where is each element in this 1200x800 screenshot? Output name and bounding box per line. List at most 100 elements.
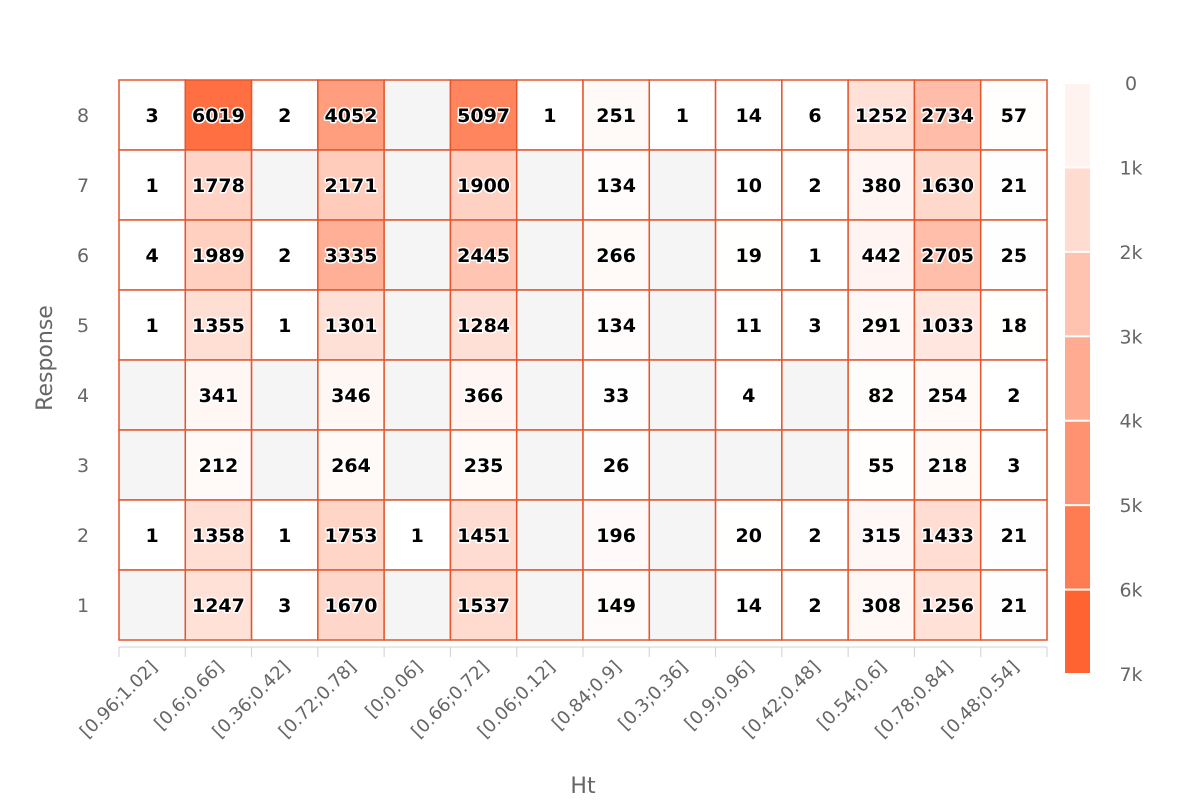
heatmap-cell xyxy=(118,79,187,151)
cell-value-label: 33 xyxy=(603,385,629,407)
heatmap-cell xyxy=(913,569,982,641)
cell-value-label: 11 xyxy=(735,315,761,337)
cell-value-label: 1 xyxy=(808,245,821,267)
colorbar-segment xyxy=(1065,506,1090,589)
cell-value-label: 1033 xyxy=(921,315,974,337)
cell-value-label: 264 xyxy=(331,455,371,477)
heatmap-cell xyxy=(449,359,518,431)
cell-value-label: 4 xyxy=(146,245,159,267)
heatmap-cell xyxy=(383,149,452,221)
heatmap-cell xyxy=(250,359,319,431)
cell-value-label: 1301 xyxy=(325,315,378,337)
heatmap-cell xyxy=(648,219,717,291)
cell-value-label: 149 xyxy=(596,595,636,617)
colorbar-segment xyxy=(1065,252,1090,336)
cell-value-label: 291 xyxy=(861,315,901,337)
cell-value-label: 20 xyxy=(735,525,761,547)
heatmap-cell xyxy=(250,149,319,221)
cell-value-label: 1 xyxy=(676,105,689,127)
colorbar-tick-label: 3k xyxy=(1119,326,1142,348)
cell-value-label: 1989 xyxy=(192,245,245,267)
cell-value-label: 2171 xyxy=(325,175,378,197)
colorbar-segment xyxy=(1065,421,1090,505)
cell-value-label: 3 xyxy=(146,105,159,127)
y-tick-label: 1 xyxy=(77,595,89,617)
heatmap-cell xyxy=(582,499,651,571)
heatmap-cell xyxy=(582,569,651,641)
heatmap-cell xyxy=(979,359,1048,431)
heatmap-cell xyxy=(317,569,385,641)
heatmap-cell xyxy=(515,499,584,571)
cell-value-label: 2445 xyxy=(457,245,510,267)
heatmap-cell xyxy=(913,429,982,501)
heatmap-cell xyxy=(781,219,849,291)
heatmap-cell xyxy=(714,569,783,641)
cell-value-label: 1 xyxy=(146,175,159,197)
heatmap-cell xyxy=(781,79,849,151)
heatmap-cell xyxy=(383,289,452,361)
x-tick-label: [0;0.06] xyxy=(361,657,427,723)
cell-value-label: 57 xyxy=(1001,105,1027,127)
cell-value-label: 82 xyxy=(868,385,894,407)
colorbar-segment xyxy=(1065,590,1090,673)
heatmap-cell xyxy=(250,569,319,641)
heatmap-cell xyxy=(913,79,982,151)
heatmap-cell xyxy=(317,359,385,431)
heatmap-cell xyxy=(648,149,717,221)
colorbar-tick-label: 7k xyxy=(1119,664,1142,686)
heatmap-cell xyxy=(582,359,651,431)
heatmap-cell xyxy=(449,429,518,501)
heatmap-cell xyxy=(383,429,452,501)
heatmap-cell xyxy=(383,219,452,291)
heatmap-cell xyxy=(515,569,584,641)
cell-value-label: 366 xyxy=(464,385,504,407)
cell-value-label: 341 xyxy=(199,385,239,407)
cell-value-label: 1 xyxy=(146,315,159,337)
heatmap-cell xyxy=(118,359,187,431)
heatmap-cell xyxy=(184,359,253,431)
heatmap-cell xyxy=(250,289,319,361)
heatmap-cell xyxy=(317,149,385,221)
x-tick-label: [0.84;0.9] xyxy=(548,657,626,735)
cell-value-label: 134 xyxy=(596,175,636,197)
heatmap-cell xyxy=(118,499,187,571)
heatmap-cell xyxy=(515,79,584,151)
y-axis-tick-labels: 8 7 6 5 4 3 2 1 xyxy=(77,105,89,617)
heatmap-cell xyxy=(648,79,717,151)
y-tick-label: 8 xyxy=(77,105,89,127)
heatmap-cell xyxy=(184,79,253,151)
cell-value-label: 14 xyxy=(735,105,761,127)
cell-value-label: 1 xyxy=(411,525,424,547)
y-tick-label: 6 xyxy=(77,245,89,267)
heatmap-cell xyxy=(449,289,518,361)
heatmap-cell xyxy=(184,569,253,641)
cell-value-label: 212 xyxy=(199,455,239,477)
cell-value-label: 308 xyxy=(861,595,901,617)
heatmap-cell xyxy=(383,359,452,431)
heatmap-cells: 3 6019 2 4052 5097 1 251 1 14 6 1252 2734 571 1778 217… xyxy=(118,79,1048,641)
cell-value-label: 2 xyxy=(808,175,821,197)
heatmap-cell xyxy=(979,569,1048,641)
cell-value-label: 2 xyxy=(808,595,821,617)
heatmap-cell xyxy=(714,429,783,501)
cell-value-label: 21 xyxy=(1001,175,1027,197)
cell-value-label: 1451 xyxy=(457,525,510,547)
cell-value-label: 1247 xyxy=(192,595,245,617)
colorbar-tick-label: 4k xyxy=(1119,411,1142,433)
heatmap-cell xyxy=(184,429,253,501)
cell-value-label: 2 xyxy=(278,245,291,267)
cell-value-label: 4 xyxy=(742,385,755,407)
cell-value-label: 1753 xyxy=(325,525,378,547)
colorbar-tick-label: 6k xyxy=(1119,580,1142,602)
y-tick-label: 3 xyxy=(77,455,89,477)
heatmap-cell xyxy=(449,219,518,291)
colorbar-tick-label: 0 xyxy=(1125,73,1137,95)
cell-value-label: 380 xyxy=(861,175,901,197)
heatmap-cell xyxy=(118,149,187,221)
heatmap-cell xyxy=(582,219,651,291)
y-tick-label: 4 xyxy=(77,385,89,407)
cell-value-label: 6 xyxy=(808,105,821,127)
cell-value-label: 254 xyxy=(928,385,968,407)
heatmap-cell xyxy=(515,359,584,431)
